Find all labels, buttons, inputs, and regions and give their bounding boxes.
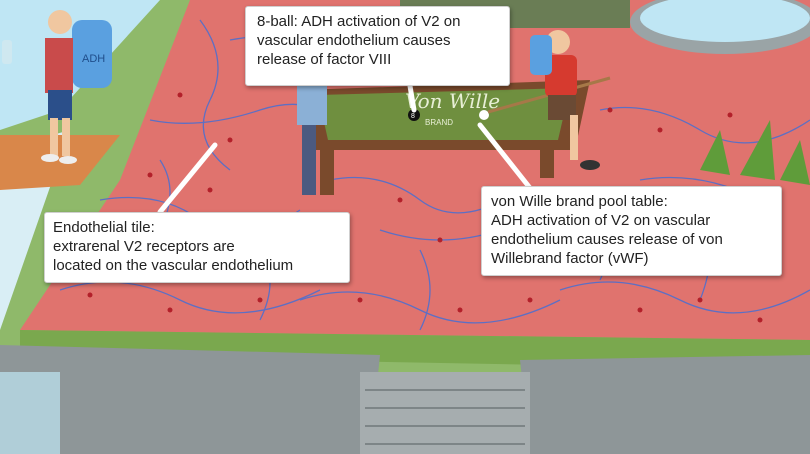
stairs: [360, 372, 530, 454]
orange-step: [0, 135, 120, 190]
adh-bottle-label: ADH: [82, 53, 105, 65]
player-right: [530, 30, 600, 170]
cue-ball: [479, 110, 489, 120]
player-left: [297, 85, 327, 195]
table-sign: Von Wille: [405, 89, 500, 113]
callout-table-line-3: endothelium causes release of von: [491, 231, 723, 248]
callout-tile-line-1: Endothelial tile:: [53, 219, 155, 236]
callout-tile-line-2: extrarenal V2 receptors are: [53, 238, 235, 255]
callout-table-line-4: Willebrand factor (vWF): [491, 250, 649, 267]
bottom-wall-right: [520, 355, 810, 454]
callout-eight-ball-line-1: 8-ball: ADH activation of V2 on: [257, 13, 461, 30]
callout-eight-ball-line-3: release of factor VIII: [257, 51, 392, 68]
right-plants: [700, 120, 810, 185]
eight-ball-number: 8: [411, 113, 415, 120]
top-right-pool-water: [640, 0, 810, 42]
callout-pool-table: von Wille brand pool table: ADH activati…: [481, 186, 782, 276]
adh-carrier: ADH: [2, 10, 112, 164]
callout-eight-ball-line-2: vascular endothelium causes: [257, 32, 451, 49]
bottom-left-water: [0, 372, 60, 454]
pool-table: Von Wille BRAND 8: [300, 80, 590, 195]
callout-tile-line-3: located on the vascular endothelium: [53, 257, 294, 274]
table-sign-sub: BRAND: [425, 118, 453, 127]
callout-pointers: [157, 83, 533, 215]
callout-endothelial-tile: Endothelial tile: extrarenal V2 receptor…: [44, 212, 350, 283]
eight-ball: [408, 109, 420, 121]
callout-table-line-1: von Wille brand pool table:: [491, 193, 668, 210]
callout-table-line-2: ADH activation of V2 on vascular: [491, 212, 711, 229]
stair-lines: [365, 389, 525, 445]
bottom-wall-left: [0, 345, 380, 454]
callout-eight-ball: 8-ball: ADH activation of V2 on vascular…: [245, 6, 510, 86]
